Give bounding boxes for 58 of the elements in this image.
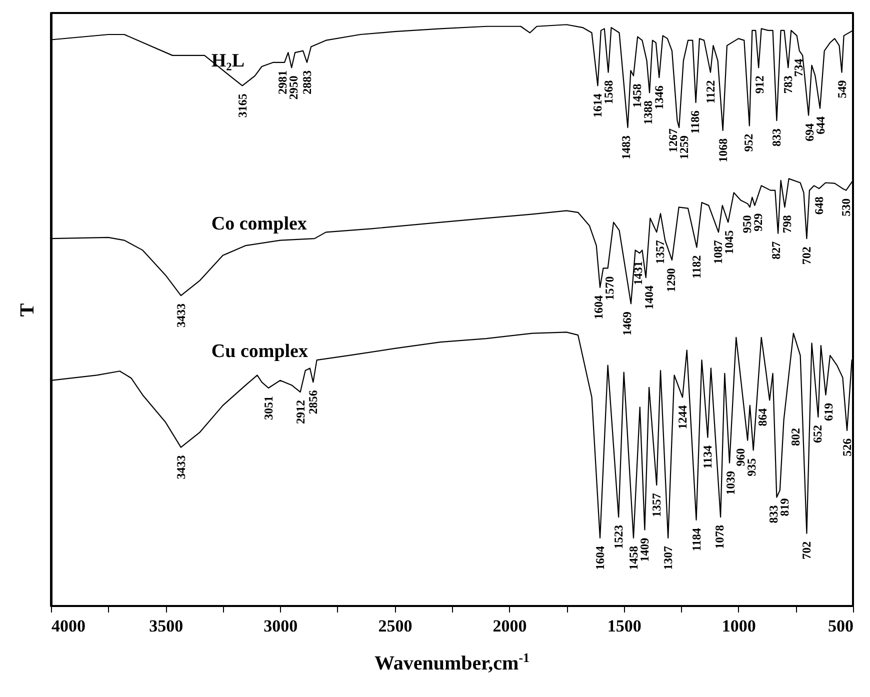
annotation: 912 bbox=[752, 76, 767, 94]
annotation: 1458 bbox=[626, 546, 640, 570]
annotation: 549 bbox=[834, 80, 849, 98]
annotation: 1469 bbox=[620, 312, 634, 336]
annotation: 1604 bbox=[593, 546, 608, 570]
annotation: 702 bbox=[800, 246, 814, 265]
annotation: 864 bbox=[756, 408, 770, 426]
annotation: 1122 bbox=[703, 80, 718, 104]
series-label: Co complex bbox=[211, 213, 308, 234]
annotation: 952 bbox=[742, 134, 756, 152]
annotation: 802 bbox=[788, 428, 803, 446]
annotation: 798 bbox=[780, 215, 794, 234]
x-axis-title: Wavenumber,cm$^{-1}$ bbox=[373, 650, 531, 676]
annotation: 2883 bbox=[300, 70, 314, 94]
annotation: 652 bbox=[810, 425, 825, 444]
annotation: 3165 bbox=[235, 94, 250, 118]
annotation: 1078 bbox=[712, 525, 727, 550]
annotation: 1523 bbox=[612, 525, 626, 550]
x-tick-label: 1500 bbox=[607, 616, 642, 636]
annotation: 1409 bbox=[638, 538, 652, 562]
annotation: 648 bbox=[812, 196, 826, 215]
annotation: 2856 bbox=[306, 390, 320, 414]
annotation: 1357 bbox=[653, 240, 668, 264]
annotation: 1290 bbox=[664, 268, 678, 292]
annotation: 1431 bbox=[631, 261, 646, 286]
annotation: 1357 bbox=[650, 493, 664, 518]
x-tick-label: 500 bbox=[828, 616, 854, 636]
annotation: 3433 bbox=[174, 455, 188, 480]
x-tick-label: 1000 bbox=[722, 616, 756, 636]
annotation: 3433 bbox=[174, 304, 188, 328]
annotation: 1483 bbox=[618, 136, 633, 160]
annotation: 1039 bbox=[724, 470, 738, 495]
y-axis-title: T bbox=[16, 302, 38, 317]
annotation: 530 bbox=[839, 198, 854, 216]
annotation: 734 bbox=[791, 58, 806, 77]
annotation: 3051 bbox=[261, 396, 276, 420]
annotation: 1134 bbox=[700, 445, 715, 469]
annotation: 526 bbox=[840, 438, 854, 456]
annotation: 783 bbox=[781, 76, 796, 94]
annotation: 1182 bbox=[690, 255, 704, 279]
x-tick-label: 3500 bbox=[149, 616, 184, 636]
annotation: 833 bbox=[770, 128, 784, 147]
x-tick-label: 2000 bbox=[492, 616, 527, 636]
series-label: Cu complex bbox=[211, 341, 308, 362]
annotation: 619 bbox=[822, 402, 836, 421]
annotation: 702 bbox=[800, 541, 814, 560]
x-tick-label: 3000 bbox=[264, 616, 298, 636]
annotation: 1307 bbox=[661, 546, 676, 570]
annotation: 1068 bbox=[716, 138, 730, 162]
annotation: 827 bbox=[768, 241, 783, 260]
annotation: 1184 bbox=[689, 528, 704, 552]
x-tick-label: 4000 bbox=[52, 616, 86, 636]
series-label: H₂L bbox=[211, 50, 245, 72]
annotation: 1186 bbox=[688, 110, 702, 134]
annotation: 1244 bbox=[676, 405, 690, 430]
annotation: 2912 bbox=[293, 400, 308, 424]
x-tick-label: 2500 bbox=[378, 616, 412, 636]
annotation: 1404 bbox=[642, 286, 656, 310]
